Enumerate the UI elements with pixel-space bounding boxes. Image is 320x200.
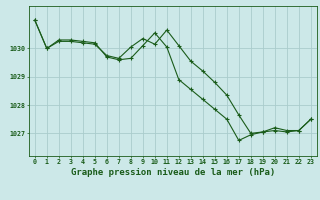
X-axis label: Graphe pression niveau de la mer (hPa): Graphe pression niveau de la mer (hPa) (71, 168, 275, 177)
